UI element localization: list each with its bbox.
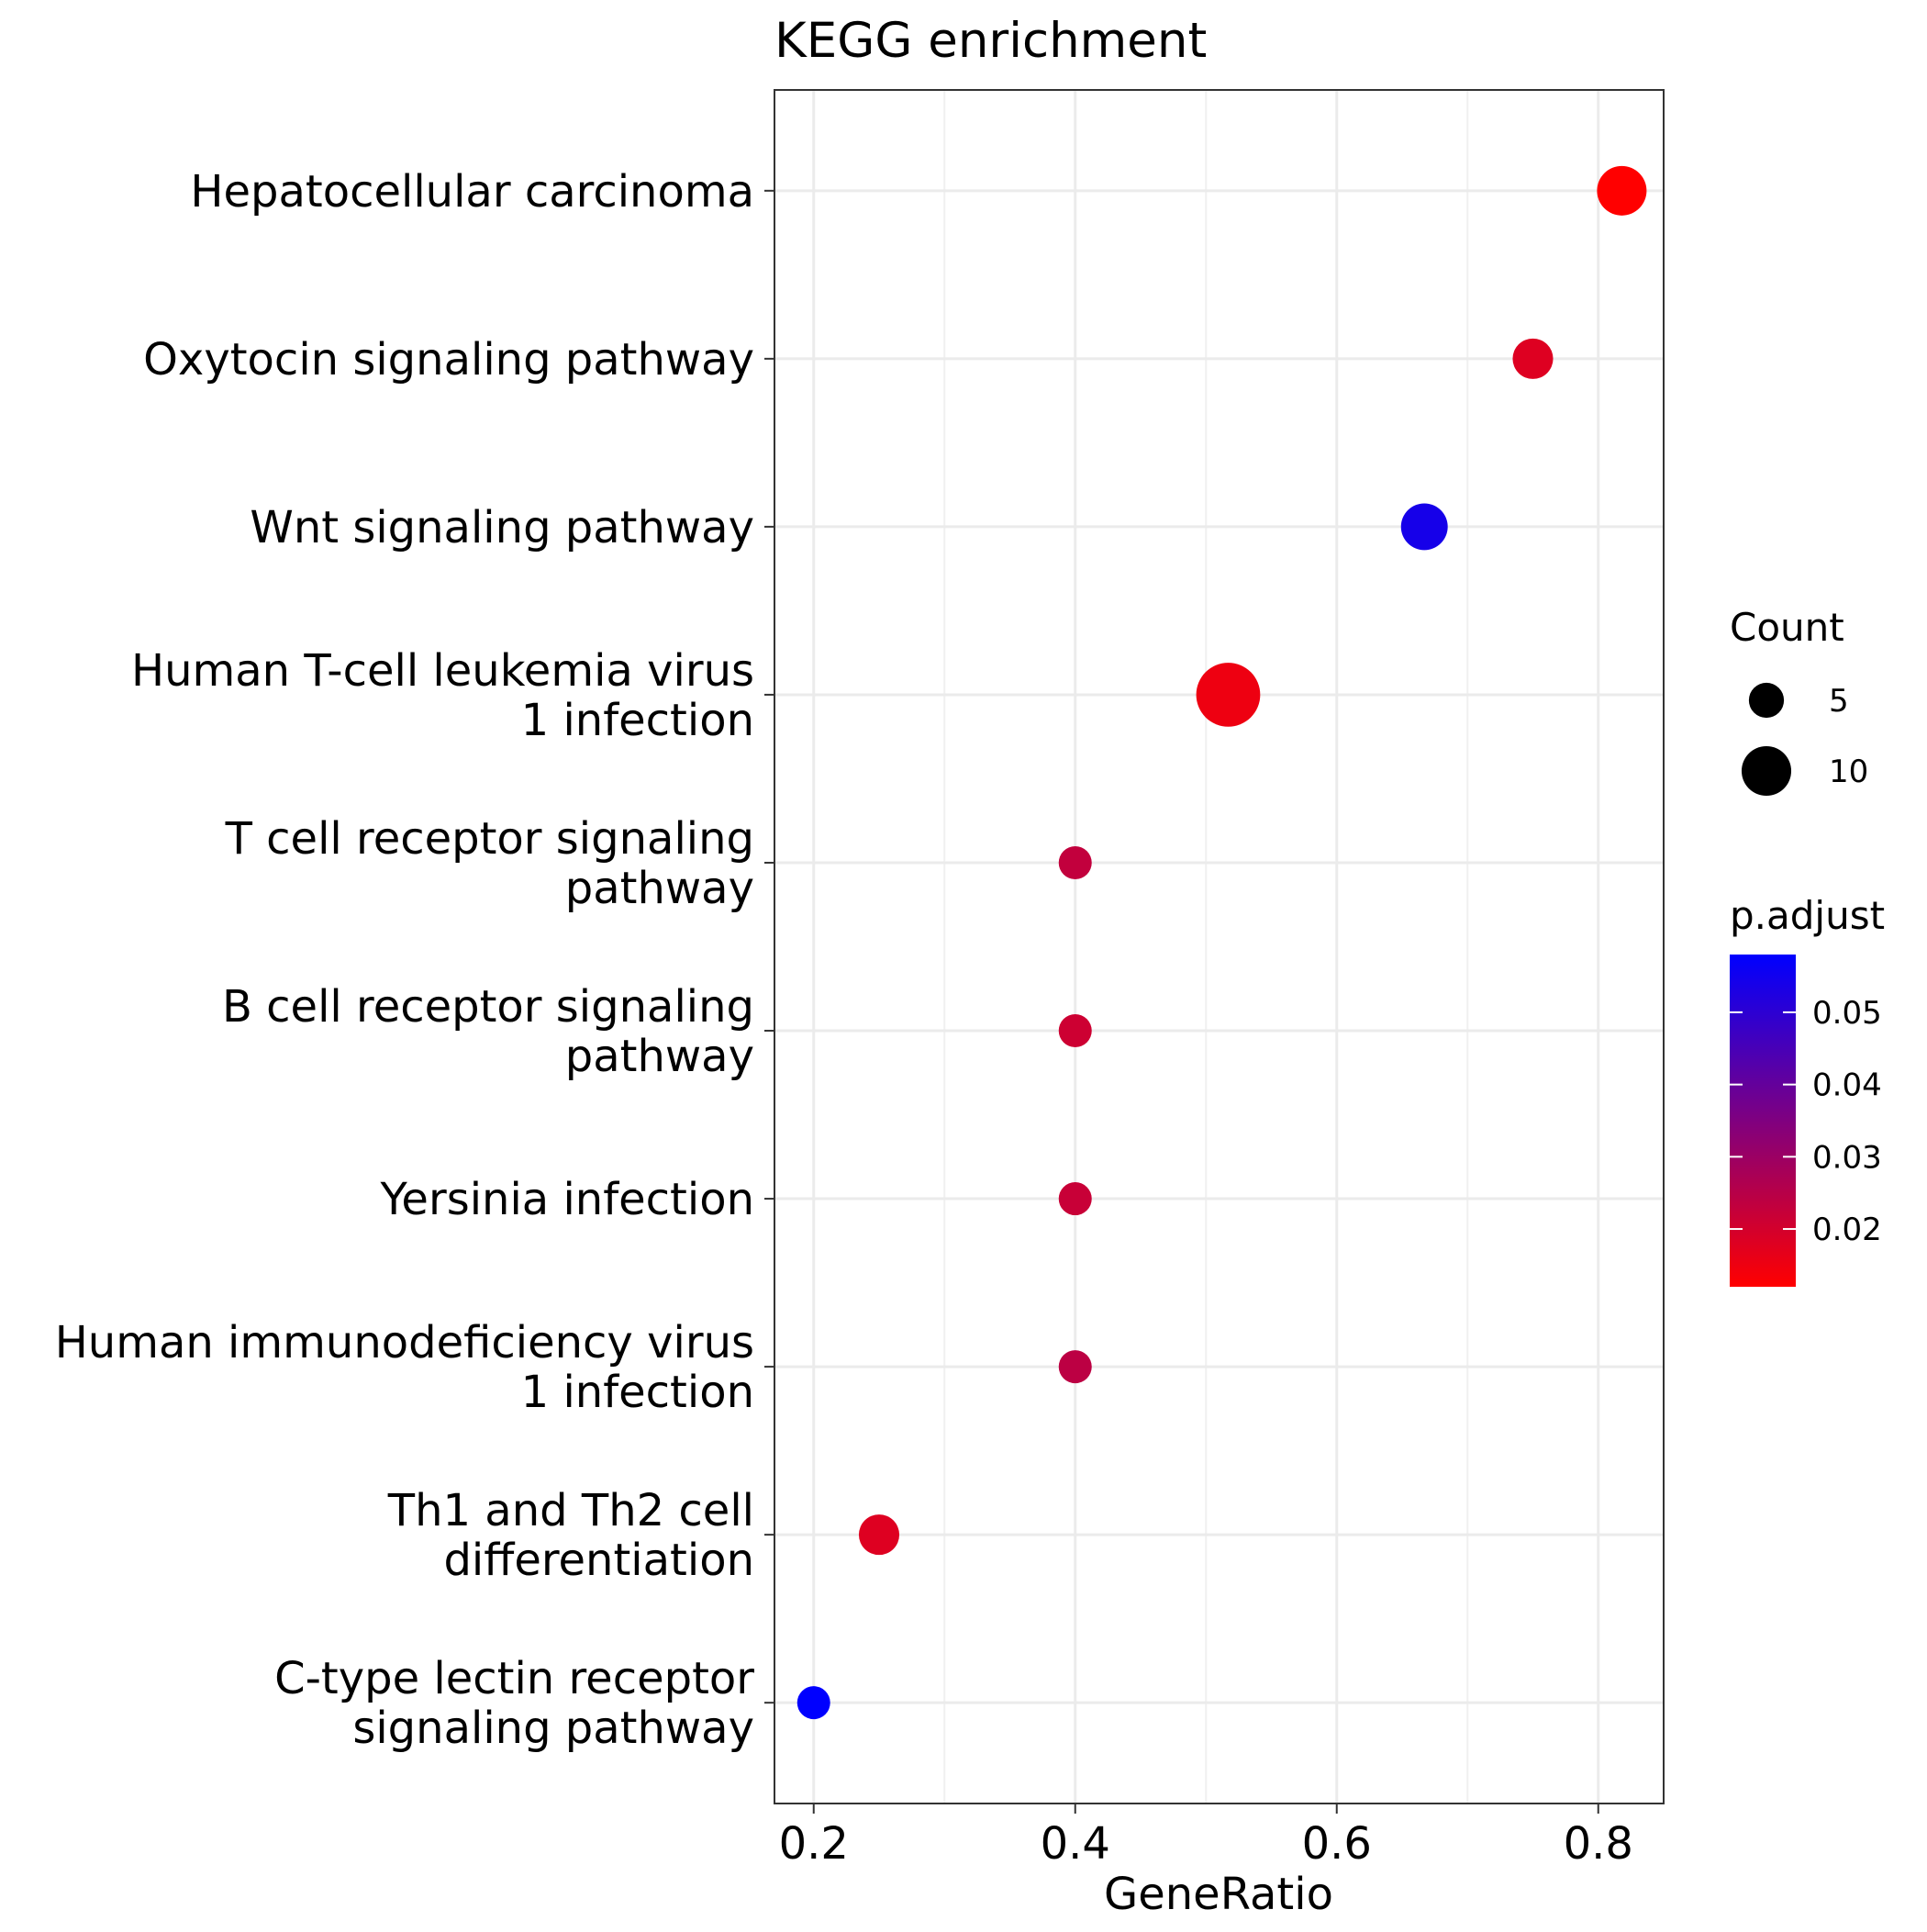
y-tick-label: Oxytocin signaling pathway bbox=[143, 334, 754, 385]
y-tick-label: differentiation bbox=[443, 1535, 754, 1586]
y-axis: Hepatocellular carcinoma Oxytocin signali… bbox=[55, 166, 774, 1754]
y-tick-label: 1 infection bbox=[521, 695, 754, 746]
data-point bbox=[1058, 1350, 1092, 1384]
x-tick-label: 0.2 bbox=[779, 1818, 849, 1870]
data-point bbox=[1058, 845, 1092, 879]
y-tick-label: C-type lectin receptor bbox=[274, 1653, 754, 1704]
size-legend-key bbox=[1748, 682, 1785, 719]
data-point bbox=[1400, 503, 1448, 551]
data-point bbox=[1058, 1014, 1092, 1048]
size-legend-key bbox=[1741, 745, 1792, 797]
data-point bbox=[1512, 338, 1554, 379]
color-legend-bar bbox=[1730, 955, 1796, 1287]
x-tick-label: 0.4 bbox=[1041, 1818, 1110, 1870]
color-legend: p.adjust 0.02 0.03 0.04 0.05 bbox=[1730, 893, 1885, 1287]
color-legend-label: 0.04 bbox=[1812, 1067, 1882, 1104]
size-legend-label: 10 bbox=[1829, 754, 1868, 790]
y-tick-label: pathway bbox=[565, 1031, 754, 1082]
data-point bbox=[796, 1686, 830, 1720]
size-legend: Count 5 10 bbox=[1730, 605, 1868, 797]
y-tick-label: Yersinia infection bbox=[379, 1174, 754, 1225]
data-point bbox=[1058, 1182, 1092, 1216]
chart-title: KEGG enrichment bbox=[774, 13, 1207, 69]
y-tick-label: signaling pathway bbox=[352, 1703, 754, 1754]
x-axis: 0.2 0.4 0.6 0.8 bbox=[779, 1804, 1633, 1870]
y-tick-label: Th1 and Th2 cell bbox=[387, 1485, 754, 1536]
x-tick-label: 0.6 bbox=[1302, 1818, 1372, 1870]
plot-gridlines bbox=[774, 90, 1664, 1804]
size-legend-label: 5 bbox=[1829, 683, 1849, 720]
x-tick-label: 0.8 bbox=[1564, 1818, 1633, 1870]
y-tick-label: T cell receptor signaling bbox=[225, 813, 754, 865]
y-tick-label: Wnt signaling pathway bbox=[250, 502, 754, 553]
plot-panel-border bbox=[774, 89, 1665, 1804]
y-tick-label: 1 infection bbox=[521, 1367, 754, 1418]
y-tick-label: Hepatocellular carcinoma bbox=[190, 166, 754, 218]
color-legend-label: 0.05 bbox=[1812, 995, 1882, 1032]
data-point bbox=[858, 1514, 900, 1556]
data-point bbox=[1196, 663, 1261, 727]
y-tick-label: pathway bbox=[565, 863, 754, 914]
y-tick-label: Human T-cell leukemia virus bbox=[131, 645, 754, 697]
data-point bbox=[1597, 165, 1647, 216]
y-tick-label: B cell receptor signaling bbox=[222, 981, 754, 1033]
color-legend-title: p.adjust bbox=[1730, 893, 1885, 938]
color-legend-label: 0.03 bbox=[1812, 1139, 1882, 1176]
x-axis-title: GeneRatio bbox=[1104, 1869, 1333, 1920]
size-legend-title: Count bbox=[1730, 605, 1844, 650]
y-tick-label: Human immunodeficiency virus bbox=[55, 1317, 754, 1368]
plot-points bbox=[796, 165, 1647, 1720]
color-legend-label: 0.02 bbox=[1812, 1212, 1882, 1248]
